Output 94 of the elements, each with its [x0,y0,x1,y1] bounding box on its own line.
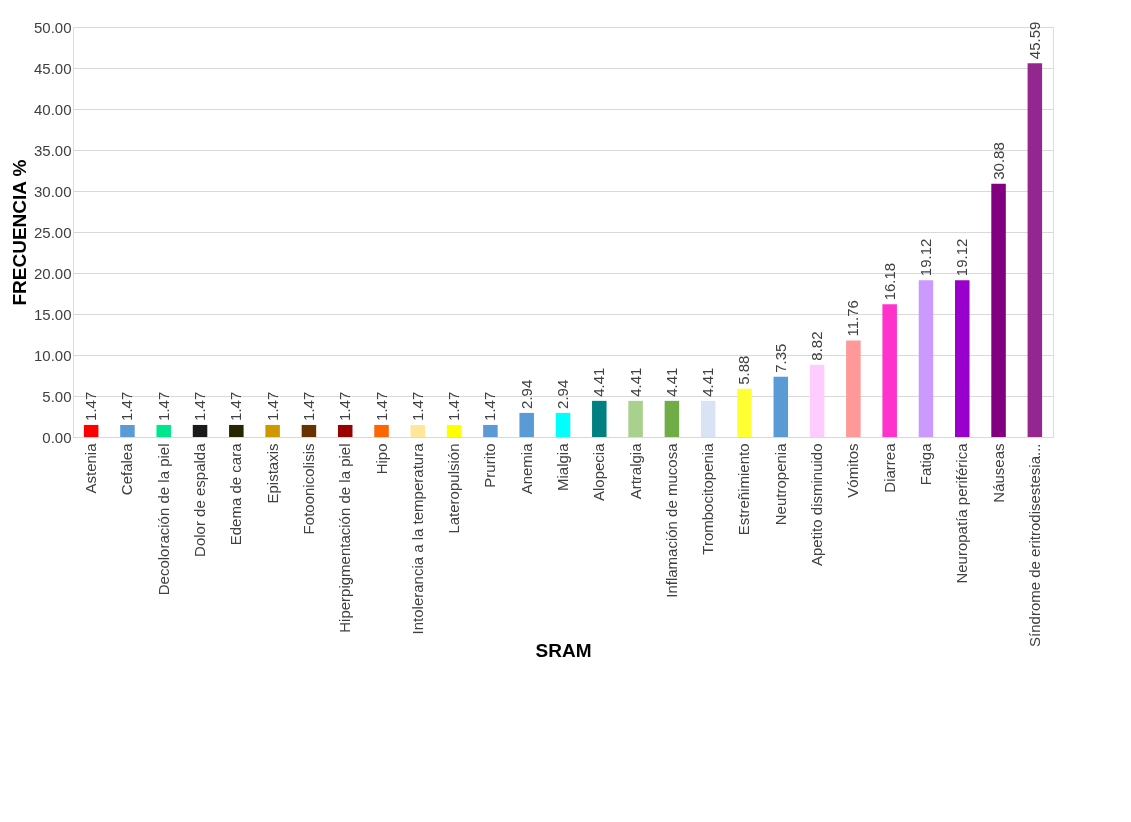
bar [519,412,534,437]
y-tick-label: 0.00 [42,428,72,446]
x-tick-label: Vómitos [844,443,862,498]
x-tick-label: Apetito disminuido [808,443,826,567]
bar [83,424,99,437]
x-tick-label: Inflamación de mucosa [662,442,680,598]
data-label: 1.47 [191,391,209,421]
data-label: 1.47 [227,391,245,421]
data-label: 4.41 [699,367,717,397]
data-label: 11.76 [844,300,862,337]
y-tick-label: 10.00 [33,346,72,364]
bar [955,280,970,437]
y-tick-label: 40.00 [33,100,72,118]
x-tick-label: Hipo [372,443,390,475]
x-tick-label: Mialgia [554,442,571,492]
x-tick-label: Anemia [517,442,535,495]
data-label: 5.88 [735,355,753,385]
bar [301,424,317,437]
y-tick-label: 15.00 [33,305,72,323]
data-label: 2.94 [554,379,571,409]
bar [374,424,389,437]
bar [882,304,897,437]
x-tick-label: Astenia [82,442,100,494]
x-tick-label: Intolerancia a la temperatura [408,442,426,635]
data-label: 1.47 [118,391,136,421]
x-axis-title: SRAM [535,639,592,661]
bar [229,424,244,437]
data-label: 4.41 [626,367,644,397]
data-label: 1.47 [372,391,390,421]
bar [846,340,861,437]
bar [446,424,462,437]
data-label: 1.47 [445,391,463,421]
bar [991,183,1006,437]
data-label: 1.47 [336,391,354,421]
data-label: 19.12 [916,238,934,277]
y-axis-title: FRECUENCIA % [8,159,30,306]
bar [773,376,789,437]
x-tick-label: Prurito [481,443,499,488]
bar [592,400,607,437]
data-label: 8.82 [808,331,826,361]
x-tick-label: Diarrea [880,442,898,493]
bar [265,424,280,437]
x-tick-label: Estreñimiento [735,443,753,536]
bar [120,424,135,437]
x-tick-label: Fatiga [916,442,934,486]
x-tick-label: Epistaxis [263,443,281,504]
bar [555,412,571,437]
y-tick-label: 35.00 [33,141,72,159]
bar [156,424,171,437]
data-label: 4.41 [662,367,680,397]
x-tick-label: Decoloración de la piel [154,443,172,596]
x-tick-label: Lateropulsión [445,443,463,534]
data-label: 45.59 [1025,21,1043,60]
data-label: 1.47 [82,391,100,421]
data-label: 1.47 [481,391,499,421]
x-tick-label: Edema de cara [227,442,245,546]
data-label: 19.12 [953,238,971,277]
x-tick-label: Artralgia [626,442,644,500]
y-tick-label: 30.00 [33,182,72,200]
bar [664,400,680,437]
data-label: 1.47 [408,391,426,421]
bar [192,424,208,437]
bar [737,388,752,437]
bar [483,424,498,437]
x-tick-label: Neutropenia [771,442,789,526]
bar [337,424,353,437]
x-tick-label: Dolor de espalda [191,442,209,557]
x-tick-label: Hiperpigmentación de la piel [336,443,354,633]
y-tick-label: 5.00 [42,387,72,405]
y-tick-label: 20.00 [33,264,72,282]
x-tick-label: Síndrome de eritrodisestesia... [1025,443,1043,647]
y-tick-label: 25.00 [33,223,72,241]
bar [410,424,426,437]
data-label: 2.94 [517,379,535,409]
data-label: 30.88 [989,142,1007,180]
data-label: 1.47 [263,391,281,421]
data-label: 16.18 [880,262,898,301]
data-label: 7.35 [771,343,789,373]
x-tick-label: Náuseas [989,443,1007,503]
x-tick-label: Cefalea [118,442,136,496]
x-tick-label: Neuropatía periférica [953,442,971,584]
data-label: 1.47 [154,391,172,421]
data-label: 4.41 [590,367,608,397]
x-tick-label: Trombocitopenia [699,442,717,555]
bar [809,364,825,437]
bar [700,400,716,437]
bar [1027,63,1043,437]
bar [918,280,934,437]
data-label: 1.47 [299,391,317,421]
bar [628,400,643,437]
y-tick-label: 45.00 [33,59,72,77]
x-tick-label: Fotoonicolisis [299,443,317,535]
x-tick-label: Alopecia [590,442,608,502]
y-tick-label: 50.00 [33,18,72,36]
